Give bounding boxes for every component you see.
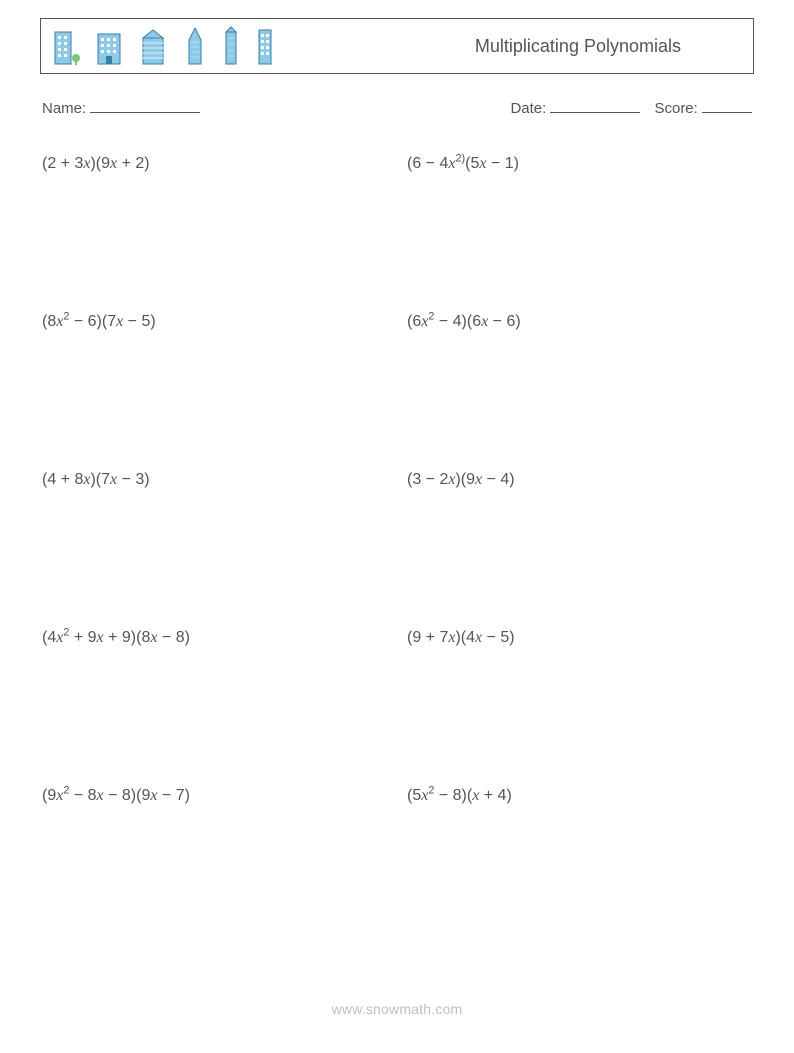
problem-8: (9 + 7x)(4x − 5) xyxy=(407,629,752,647)
problem-1: (2 + 3x)(9x + 2) xyxy=(42,155,387,173)
problem-3: (8x2 − 6)(7x − 5) xyxy=(42,313,387,331)
problems-grid: (2 + 3x)(9x + 2) (6 − 4x2)(5x − 1) (8x2 … xyxy=(42,155,752,805)
building-icon xyxy=(181,26,209,66)
problem-4: (6x2 − 4)(6x − 6) xyxy=(407,313,752,331)
problem-10: (5x2 − 8)(x + 4) xyxy=(407,787,752,805)
name-label: Name: xyxy=(42,100,86,117)
building-icon xyxy=(219,26,243,66)
date-field: Date: xyxy=(510,98,640,117)
name-blank xyxy=(90,98,200,113)
meta-row: Name: Date: Score: xyxy=(42,98,752,117)
building-icon xyxy=(137,26,171,66)
problem-6: (3 − 2x)(9x − 4) xyxy=(407,471,752,489)
footer-url: www.snowmath.com xyxy=(0,1001,794,1017)
problem-7: (4x2 + 9x + 9)(8x − 8) xyxy=(42,629,387,647)
score-field: Score: xyxy=(654,98,752,117)
building-icon xyxy=(93,26,127,66)
problem-9: (9x2 − 8x − 8)(9x − 7) xyxy=(42,787,387,805)
problem-5: (4 + 8x)(7x − 3) xyxy=(42,471,387,489)
date-blank xyxy=(550,98,640,113)
score-label: Score: xyxy=(654,100,697,117)
problem-2: (6 − 4x2)(5x − 1) xyxy=(407,155,752,173)
worksheet-title: Multiplicating Polynomials xyxy=(475,36,741,57)
building-icon xyxy=(49,26,83,66)
name-field: Name: xyxy=(42,98,200,117)
date-label: Date: xyxy=(510,100,546,117)
building-icon xyxy=(253,26,279,66)
building-icons xyxy=(49,26,279,66)
header-box: Multiplicating Polynomials xyxy=(40,18,754,74)
score-blank xyxy=(702,98,752,113)
